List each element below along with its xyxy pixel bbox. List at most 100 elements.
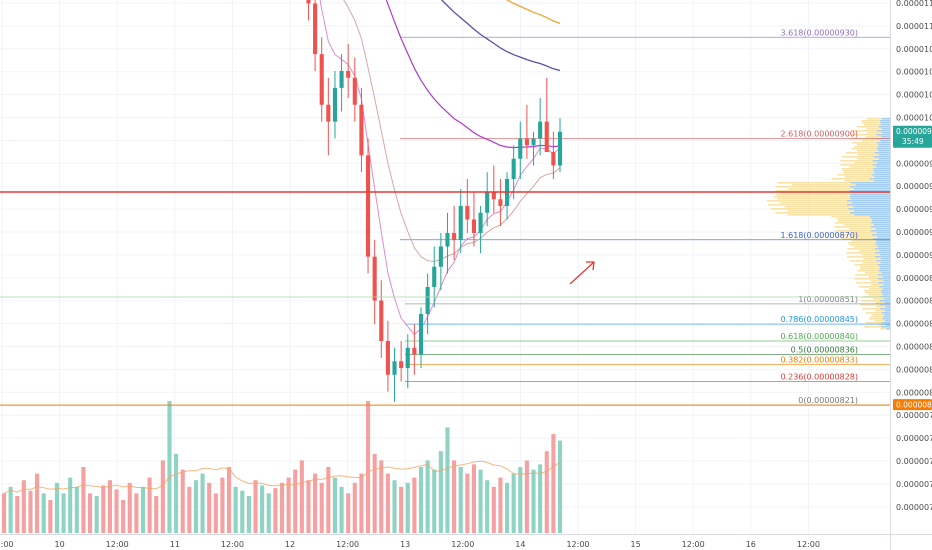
volume-bar [458, 467, 463, 533]
volume-profile-bar [863, 258, 881, 260]
price-tick-label: 0.00000776 [896, 434, 932, 443]
countdown-label: 35:49 [902, 137, 924, 146]
volume-profile-bar [831, 178, 870, 180]
volume-profile-bar [877, 278, 890, 280]
volume-bar [352, 482, 357, 533]
volume-profile-bar [882, 294, 890, 296]
volume-bar [114, 489, 119, 533]
candle-body [498, 199, 503, 206]
price-tick-label: 0.00000940 [896, 205, 932, 214]
candle-body [418, 314, 424, 355]
fib-bracket-open: ( [803, 130, 806, 139]
ma-tan-line [343, 0, 561, 263]
volume-profile-bar [875, 320, 885, 322]
volume-profile-bar [880, 140, 890, 142]
volume-profile-bar [866, 128, 882, 130]
fib-price: 0.00000828 [807, 373, 855, 382]
volume-profile-bar [881, 118, 890, 120]
volume-bar [226, 467, 232, 533]
volume-profile-bar [883, 280, 890, 282]
fib-bracket-close: ) [855, 356, 858, 365]
volume-bar [180, 469, 185, 533]
volume-profile-bar [857, 270, 879, 272]
volume-profile-bar [767, 204, 848, 206]
volume-profile-bar [877, 146, 890, 148]
volume-profile-bar [871, 220, 890, 222]
price-tick-label: 0.00001080 [896, 45, 932, 54]
volume-profile-bar [854, 214, 890, 216]
fib-bracket-close: ) [855, 373, 858, 382]
volume-profile-bar [876, 134, 890, 136]
volume-profile-bar [885, 306, 890, 308]
candle-body [365, 155, 371, 257]
volume-profile-bar [865, 136, 882, 138]
volume-profile-bar [777, 198, 851, 200]
volume-profile-bar [775, 212, 850, 214]
ma-pink-line [319, 0, 561, 336]
volume-bar [485, 480, 490, 533]
volume-bar [134, 493, 139, 533]
candle-body [379, 300, 384, 341]
volume-bar [200, 473, 205, 533]
volume-profile-bar [870, 226, 890, 228]
price-tick-label: 0.00000920 [896, 228, 932, 237]
fib-ratio: 1.618 [780, 231, 803, 240]
volume-profile-bar [846, 200, 890, 202]
fib-label: 0.382(0.00000833) [780, 356, 858, 365]
current-price-badge [893, 125, 932, 148]
price-axis[interactable]: 0.00001120 0.00001100 0.00001080 0.00001060… [890, 0, 932, 550]
volume-profile-bar [868, 276, 883, 278]
volume-bar [246, 496, 251, 533]
time-tick-label: 12 [285, 540, 295, 549]
fib-ratio: 1 [798, 295, 803, 304]
volume-profile-bar [861, 120, 880, 122]
volume-profile-bar [847, 204, 890, 206]
volume-profile-bar [884, 320, 890, 322]
candle-body [405, 347, 410, 368]
fib-label: 0.5(0.00000836) [791, 346, 858, 355]
price-tick-label: 0.00001040 [896, 91, 932, 100]
volume-bar [491, 486, 496, 533]
volume-profile-bar [850, 198, 890, 200]
volume-bar [452, 460, 457, 533]
volume-profile-bar [848, 208, 890, 210]
volume-bar [504, 482, 510, 533]
volume-bar [524, 460, 529, 533]
volume-profile-bar [880, 254, 890, 256]
volume-bar [465, 473, 470, 533]
candle-body [372, 256, 377, 301]
volume-profile-bar [787, 188, 855, 190]
volume-bar [154, 496, 159, 533]
volume-bar [279, 482, 285, 533]
volume-bar [544, 451, 549, 533]
volume-bar [41, 493, 46, 533]
volume-profile-bar [775, 186, 851, 188]
candle-body [412, 347, 417, 355]
volume-profile-bar [875, 310, 885, 312]
price-tick-label: 0.00000736 [896, 503, 932, 512]
candle-body [326, 104, 331, 122]
volume-profile-bar [856, 126, 879, 128]
candle-body [452, 233, 457, 240]
volume-profile-bar [843, 170, 874, 172]
volume-profile-bar [878, 158, 890, 160]
volume-profile-bar [875, 242, 890, 244]
volume-bar [531, 469, 536, 533]
candle-body [551, 152, 556, 166]
volume-profile-bar [877, 264, 890, 266]
volume-profile-bar [835, 222, 871, 224]
volume-profile-bar [874, 224, 890, 226]
time-axis[interactable]: 12:00 10 12:00 11 12:00 12 12:00 13 12:00 14 12:00… [0, 534, 932, 550]
price-tick-label: 0.00000865 [896, 297, 932, 306]
time-tick-label: 15 [631, 540, 641, 549]
price-tick-label: 0.00001120 [896, 0, 932, 8]
volume-profile-bar [876, 130, 890, 132]
volume-profile-bar [770, 208, 849, 210]
volume-profile-bar [873, 172, 890, 174]
volume-bar [286, 477, 291, 533]
volume-profile-bar [852, 236, 877, 238]
candle-body [359, 104, 364, 156]
volume-profile-bar [869, 216, 890, 218]
candle-body [544, 121, 549, 152]
